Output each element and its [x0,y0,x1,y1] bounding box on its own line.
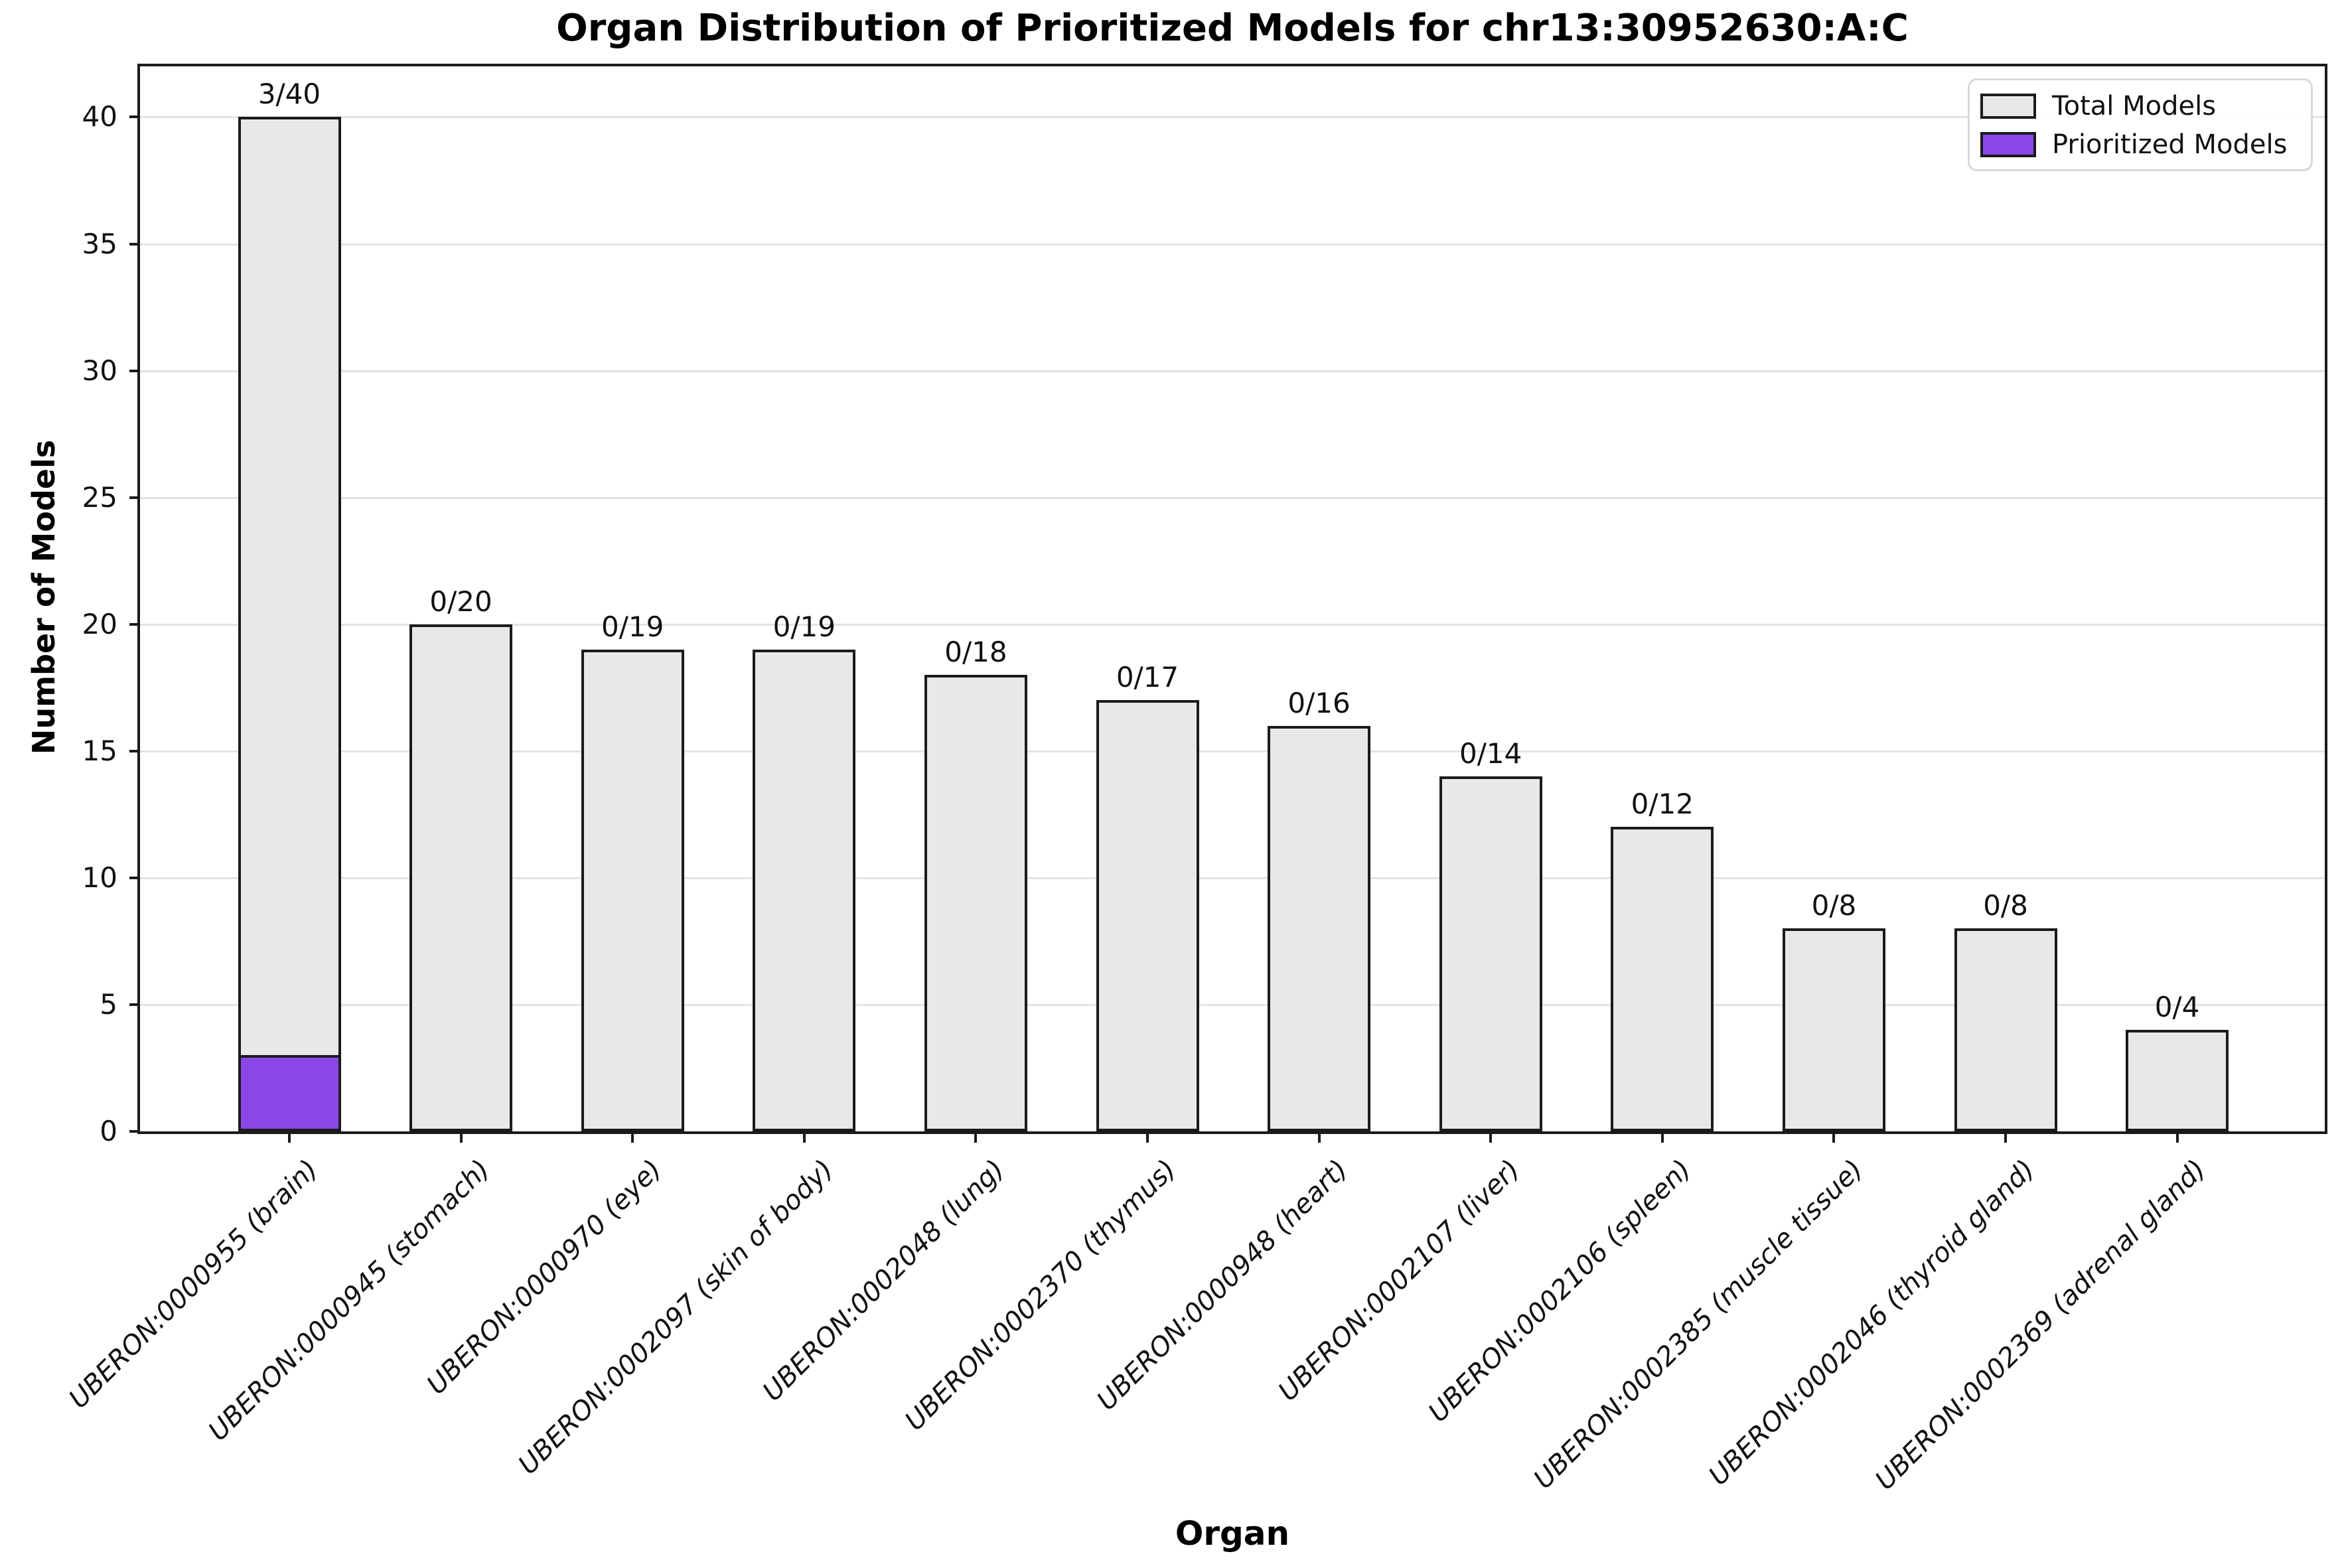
x-tick-mark [802,1131,806,1143]
gridline-y-30 [140,370,2325,372]
total-bar [1268,725,1371,1131]
x-tick-label: UBERON:0002385 (muscle tissue) [1528,1154,1869,1495]
total-bar [1096,700,1199,1131]
total-bar [1439,776,1542,1131]
x-tick-mark [2175,1131,2179,1143]
bar-value-label: 0/8 [1983,889,2028,922]
x-tick-label: UBERON:0000945 (stomach) [202,1154,496,1447]
prioritized-models-swatch [1980,132,2036,157]
y-tick-mark [129,749,138,752]
x-tick-mark [288,1131,291,1143]
gridline-y-20 [140,623,2325,626]
y-tick-label: 15 [82,734,117,767]
x-tick-label: UBERON:0002369 (adrenal gland) [1869,1154,2213,1496]
y-tick-mark [129,115,138,119]
gridline-y-25 [140,496,2325,499]
bar-value-label: 0/17 [1116,661,1179,694]
total-bar [1954,928,2057,1131]
total-bar [1782,928,1885,1131]
y-tick-label: 20 [82,607,117,640]
gridline-y-10 [140,877,2325,879]
y-tick-mark [129,1130,138,1133]
x-tick-label: UBERON:0002046 (thyroid gland) [1702,1154,2041,1492]
y-tick-label: 40 [82,100,117,133]
legend-row-prioritized: Prioritized Models [1980,125,2311,164]
total-bar [238,117,341,1131]
legend-row-total: Total Models [1980,87,2311,125]
gridline-y-5 [140,1003,2325,1006]
bar-value-label: 0/12 [1631,788,1694,821]
gridline-y-35 [140,243,2325,246]
bar-value-label: 0/8 [1811,889,1857,922]
x-tick-mark [1317,1131,1321,1143]
x-tick-mark [1660,1131,1664,1143]
y-tick-mark [129,1003,138,1006]
y-tick-mark [129,622,138,626]
y-tick-label: 5 [100,987,117,1021]
x-tick-mark [1489,1131,1493,1143]
bar-value-label: 0/16 [1287,686,1351,719]
total-models-swatch [1980,94,2036,119]
x-tick-mark [1832,1131,1836,1143]
x-tick-mark [1146,1131,1149,1143]
bar-value-label: 0/18 [944,636,1007,669]
legend: Total Models Prioritized Models [1968,78,2313,171]
total-bar [581,649,684,1131]
bar-value-label: 0/20 [429,585,492,618]
y-tick-label: 25 [82,480,117,514]
x-tick-mark [2004,1131,2007,1143]
y-tick-mark [129,496,138,499]
x-tick-label: UBERON:0002097 (skin of body) [512,1154,840,1481]
bar-value-label: 0/19 [601,610,664,643]
y-tick-label: 30 [82,354,117,387]
bar-value-label: 0/14 [1459,737,1522,770]
legend-label-prioritized: Prioritized Models [2052,129,2288,160]
total-bar [409,624,513,1131]
gridline-y-15 [140,750,2325,752]
y-tick-mark [129,369,138,372]
x-axis-label: Organ [1175,1514,1290,1553]
x-tick-mark [459,1131,463,1143]
bar-value-label: 0/4 [2154,991,2200,1024]
x-tick-mark [974,1131,978,1143]
bar-value-label: 3/40 [257,78,321,111]
total-bar [753,649,856,1131]
total-bar [924,675,1027,1131]
gridline-y-40 [140,116,2325,119]
y-axis-label: Number of Models [26,439,62,755]
y-tick-mark [129,876,138,879]
legend-label-total: Total Models [2052,91,2217,121]
total-bar [2126,1030,2229,1131]
x-tick-label: UBERON:0002370 (thymus) [899,1154,1183,1437]
total-bar [1611,827,1714,1131]
y-tick-label: 35 [82,227,117,260]
chart-title: Organ Distribution of Prioritized Models… [556,7,1909,50]
prioritized-bar [238,1055,341,1131]
plot-area: 0 5 10 15 20 25 30 35 40 3/40 UBERON:0000955 (brai… [64,64,2327,1496]
y-tick-mark [129,242,138,246]
y-tick-label: 10 [82,861,117,894]
bar-value-label: 0/19 [772,610,836,643]
y-tick-label: 0 [100,1115,117,1147]
x-tick-mark [631,1131,634,1143]
